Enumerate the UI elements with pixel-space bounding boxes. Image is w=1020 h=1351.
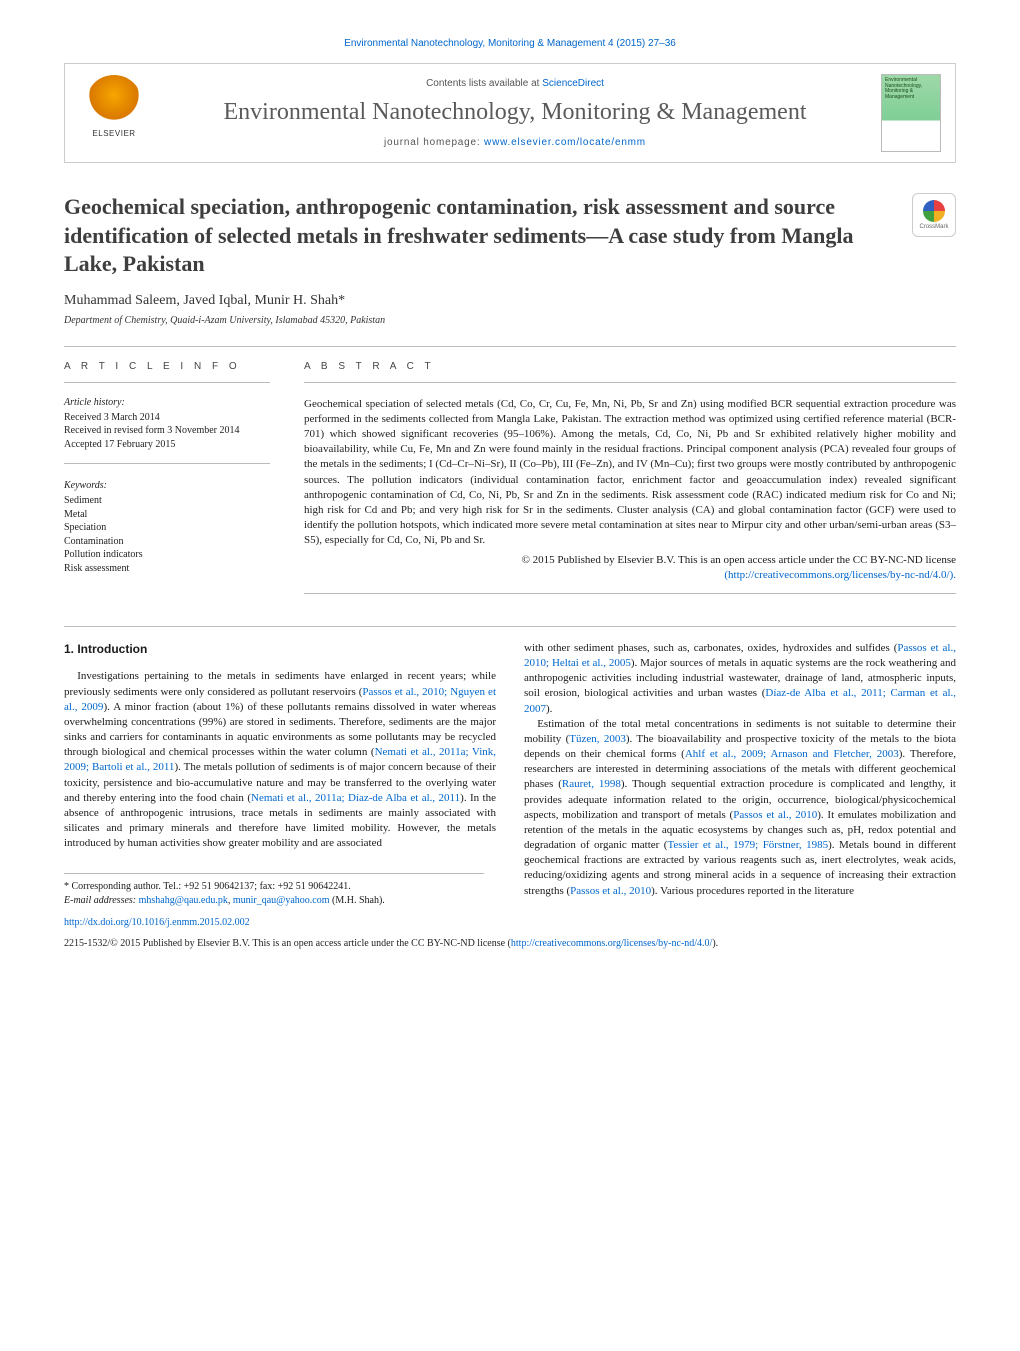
section-heading-intro: 1. Introduction xyxy=(64,641,496,658)
keyword: Pollution indicators xyxy=(64,548,270,562)
journal-name: Environmental Nanotechnology, Monitoring… xyxy=(149,97,881,127)
affiliation: Department of Chemistry, Quaid-i-Azam Un… xyxy=(64,315,956,326)
citation-link[interactable]: Nemati et al., 2011a; Díaz-de Alba et al… xyxy=(251,792,460,804)
doi-link[interactable]: http://dx.doi.org/10.1016/j.enmm.2015.02… xyxy=(64,917,250,928)
citation-link[interactable]: Ahlf et al., 2009; Arnason and Fletcher,… xyxy=(685,748,899,760)
abstract-column: A B S T R A C T Geochemical speciation o… xyxy=(304,361,956,608)
keywords-label: Keywords: xyxy=(64,480,270,491)
license-link[interactable]: (http://creativecommons.org/licenses/by-… xyxy=(724,569,956,581)
citation-link[interactable]: Tessier et al., 1979; Förstner, 1985 xyxy=(667,839,828,851)
accepted-date: Accepted 17 February 2015 xyxy=(64,438,270,452)
issn-copyright-line: 2215-1532/© 2015 Published by Elsevier B… xyxy=(64,938,956,949)
journal-cover-thumbnail: Environmental Nanotechnology, Monitoring… xyxy=(881,74,941,152)
article-info-heading: A R T I C L E I N F O xyxy=(64,361,270,372)
article-title: Geochemical speciation, anthropogenic co… xyxy=(64,193,896,279)
license-link[interactable]: http://creativecommons.org/licenses/by-n… xyxy=(511,938,712,949)
crossmark-icon xyxy=(923,200,945,222)
citation-link[interactable]: Passos et al., 2010 xyxy=(733,809,817,821)
keyword: Metal xyxy=(64,508,270,522)
citation-link[interactable]: Tüzen, 2003 xyxy=(569,733,626,745)
body-text: 1. Introduction Investigations pertainin… xyxy=(64,641,956,908)
author-list: Muhammad Saleem, Javed Iqbal, Munir H. S… xyxy=(64,293,956,309)
email-link[interactable]: munir_qau@yahoo.com xyxy=(233,895,330,906)
footnotes: * Corresponding author. Tel.: +92 51 906… xyxy=(64,873,484,907)
corresponding-author: * Corresponding author. Tel.: +92 51 906… xyxy=(64,880,484,894)
journal-homepage-link[interactable]: www.elsevier.com/locate/enmm xyxy=(484,137,646,148)
sciencedirect-link[interactable]: ScienceDirect xyxy=(542,78,604,89)
keyword: Sediment xyxy=(64,494,270,508)
email-line: E-mail addresses: mhshahg@qau.edu.pk, mu… xyxy=(64,894,484,908)
history-label: Article history: xyxy=(64,397,270,408)
keyword: Contamination xyxy=(64,535,270,549)
running-head: Environmental Nanotechnology, Monitoring… xyxy=(64,38,956,49)
received-date: Received 3 March 2014 xyxy=(64,411,270,425)
abstract-heading: A B S T R A C T xyxy=(304,361,956,372)
contents-lists-line: Contents lists available at ScienceDirec… xyxy=(149,78,881,89)
journal-homepage-line: journal homepage: www.elsevier.com/locat… xyxy=(149,137,881,148)
elsevier-logo: ELSEVIER xyxy=(79,75,149,151)
abstract-copyright: © 2015 Published by Elsevier B.V. This i… xyxy=(304,553,956,583)
divider xyxy=(64,346,956,347)
journal-info-box: ELSEVIER Contents lists available at Sci… xyxy=(64,63,956,163)
keyword: Speciation xyxy=(64,521,270,535)
citation-link[interactable]: Rauret, 1998 xyxy=(562,778,621,790)
abstract-text: Geochemical speciation of selected metal… xyxy=(304,397,956,549)
crossmark-badge[interactable]: CrossMark xyxy=(912,193,956,237)
citation-link[interactable]: Passos et al., 2010 xyxy=(570,885,651,897)
email-link[interactable]: mhshahg@qau.edu.pk xyxy=(139,895,228,906)
revised-date: Received in revised form 3 November 2014 xyxy=(64,424,270,438)
keyword: Risk assessment xyxy=(64,562,270,576)
doi-line: http://dx.doi.org/10.1016/j.enmm.2015.02… xyxy=(64,917,956,928)
article-info-column: A R T I C L E I N F O Article history: R… xyxy=(64,361,270,608)
